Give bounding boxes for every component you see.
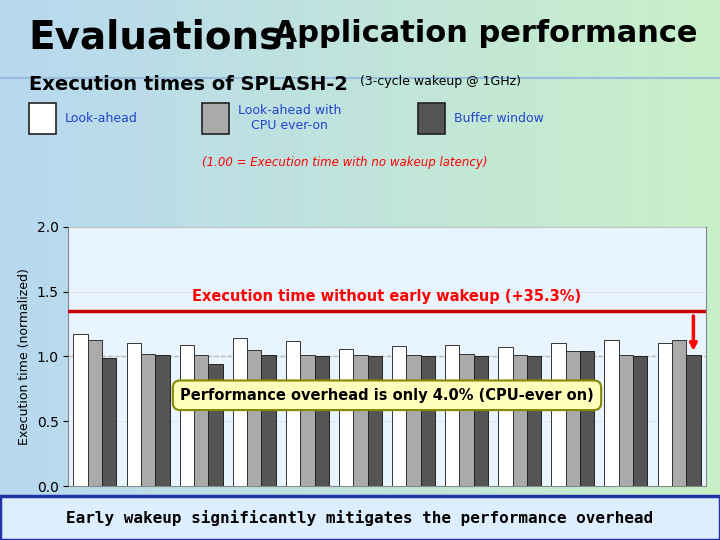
Bar	[580, 351, 594, 486]
Bar	[354, 355, 368, 486]
Text: (1.00 = Execution time with no wakeup latency): (1.00 = Execution time with no wakeup la…	[202, 156, 487, 168]
Bar	[88, 340, 102, 486]
Bar	[368, 356, 382, 486]
Bar	[102, 357, 117, 486]
Bar	[498, 347, 513, 486]
Text: (3-cycle wakeup @ 1GHz): (3-cycle wakeup @ 1GHz)	[356, 75, 521, 87]
Text: Buffer window: Buffer window	[454, 112, 544, 125]
Bar	[127, 343, 141, 486]
Bar	[315, 356, 329, 486]
Text: Execution time without early wakeup (+35.3%): Execution time without early wakeup (+35…	[192, 289, 582, 304]
Bar	[445, 345, 459, 486]
Bar	[392, 346, 406, 486]
Bar	[474, 356, 488, 486]
Bar	[513, 355, 527, 486]
Bar	[0, 496, 720, 540]
Bar	[194, 355, 208, 486]
Text: Performance overhead is only 4.0% (CPU-ever on): Performance overhead is only 4.0% (CPU-e…	[180, 388, 594, 403]
Bar	[618, 355, 633, 486]
Bar	[420, 356, 435, 486]
Bar	[141, 354, 156, 486]
Bar	[418, 103, 445, 134]
Bar	[261, 355, 276, 486]
Bar	[29, 103, 56, 134]
Bar	[566, 351, 580, 486]
Text: Look-ahead with
CPU ever-on: Look-ahead with CPU ever-on	[238, 104, 341, 132]
Bar	[686, 355, 701, 486]
Bar	[633, 356, 647, 486]
Bar	[552, 343, 566, 486]
Bar	[406, 355, 420, 486]
Bar	[527, 356, 541, 486]
Bar	[672, 340, 686, 486]
Bar	[286, 341, 300, 486]
Text: Evaluations:: Evaluations:	[29, 19, 299, 57]
Y-axis label: Execution time (normalized): Execution time (normalized)	[18, 268, 31, 445]
Text: Early wakeup significantly mitigates the performance overhead: Early wakeup significantly mitigates the…	[66, 510, 654, 526]
Bar	[605, 340, 618, 486]
Bar	[73, 334, 88, 486]
Text: Look-ahead: Look-ahead	[65, 112, 138, 125]
Bar	[300, 355, 315, 486]
Text: Execution times of SPLASH-2: Execution times of SPLASH-2	[29, 75, 348, 93]
Bar	[657, 343, 672, 486]
Bar	[202, 103, 229, 134]
Bar	[247, 350, 261, 486]
Bar	[208, 364, 222, 486]
Text: Application performance: Application performance	[263, 19, 697, 48]
Bar	[233, 338, 247, 486]
Bar	[180, 345, 194, 486]
Bar	[339, 349, 354, 486]
Bar	[156, 355, 169, 486]
Bar	[459, 354, 474, 486]
